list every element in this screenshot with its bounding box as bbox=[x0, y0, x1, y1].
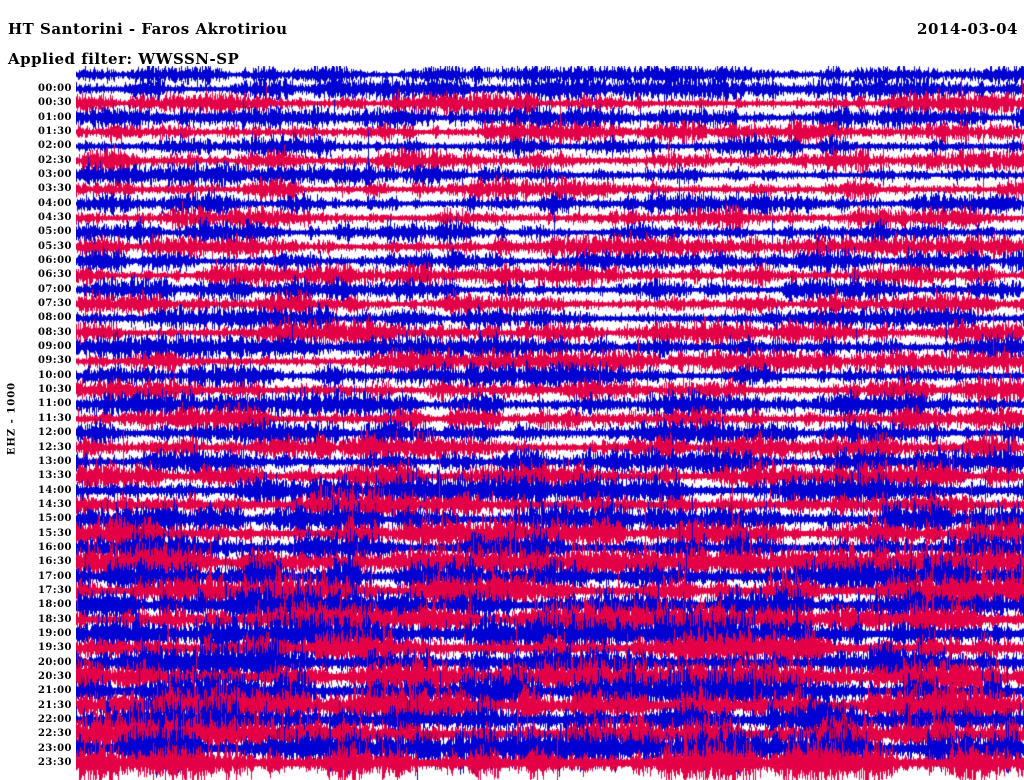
time-label: 01:00 bbox=[37, 111, 72, 123]
time-label: 16:30 bbox=[37, 556, 72, 568]
time-label: 08:30 bbox=[37, 326, 72, 338]
time-label: 03:30 bbox=[37, 183, 72, 195]
time-label: 05:00 bbox=[37, 226, 72, 238]
time-label: 12:00 bbox=[37, 427, 72, 439]
time-label: 10:00 bbox=[37, 369, 72, 381]
time-label: 16:00 bbox=[37, 541, 72, 553]
time-label: 06:30 bbox=[37, 269, 72, 281]
time-label: 15:00 bbox=[37, 513, 72, 525]
time-label: 20:00 bbox=[37, 656, 72, 668]
time-label: 14:00 bbox=[37, 484, 72, 496]
time-label: 21:30 bbox=[37, 699, 72, 711]
time-label: 21:00 bbox=[37, 685, 72, 697]
time-label: 02:00 bbox=[37, 140, 72, 152]
station-title: HT Santorini - Faros Akrotiriou bbox=[8, 20, 288, 38]
time-label: 09:30 bbox=[37, 355, 72, 367]
time-label: 04:00 bbox=[37, 197, 72, 209]
time-label: 06:00 bbox=[37, 255, 72, 267]
time-label: 12:30 bbox=[37, 441, 72, 453]
time-label: 01:30 bbox=[37, 126, 72, 138]
time-label: 00:30 bbox=[37, 97, 72, 109]
time-label: 07:30 bbox=[37, 298, 72, 310]
applied-filter-label: Applied filter: WWSSN-SP bbox=[8, 50, 240, 68]
time-label: 19:30 bbox=[37, 642, 72, 654]
time-label-column: 00:00 00:30 01:00 01:30 02:00 02:30 03:00 03:30… bbox=[0, 0, 74, 780]
record-date: 2014-03-04 bbox=[917, 20, 1018, 38]
time-label: 05:30 bbox=[37, 240, 72, 252]
time-label: 22:00 bbox=[37, 713, 72, 725]
time-label: 07:00 bbox=[37, 283, 72, 295]
time-label: 14:30 bbox=[37, 498, 72, 510]
time-label: 20:30 bbox=[37, 670, 72, 682]
time-label: 02:30 bbox=[37, 154, 72, 166]
time-label: 10:30 bbox=[37, 384, 72, 396]
time-label: 03:00 bbox=[37, 169, 72, 181]
time-label: 11:30 bbox=[37, 412, 72, 424]
time-label: 19:00 bbox=[37, 627, 72, 639]
time-label: 18:00 bbox=[37, 599, 72, 611]
time-label: 18:30 bbox=[37, 613, 72, 625]
time-label: 09:00 bbox=[37, 341, 72, 353]
time-label: 11:00 bbox=[37, 398, 72, 410]
time-label: 22:30 bbox=[37, 728, 72, 740]
time-label: 15:30 bbox=[37, 527, 72, 539]
time-label: 17:00 bbox=[37, 570, 72, 582]
time-label: 23:00 bbox=[37, 742, 72, 754]
time-label: 08:00 bbox=[37, 312, 72, 324]
time-label: 13:00 bbox=[37, 455, 72, 467]
time-label: 04:30 bbox=[37, 212, 72, 224]
time-label: 17:30 bbox=[37, 584, 72, 596]
time-label: 00:00 bbox=[37, 83, 72, 94]
time-label: 13:30 bbox=[37, 470, 72, 482]
seismogram-traces bbox=[76, 66, 1024, 780]
time-label: 23:30 bbox=[37, 756, 72, 768]
